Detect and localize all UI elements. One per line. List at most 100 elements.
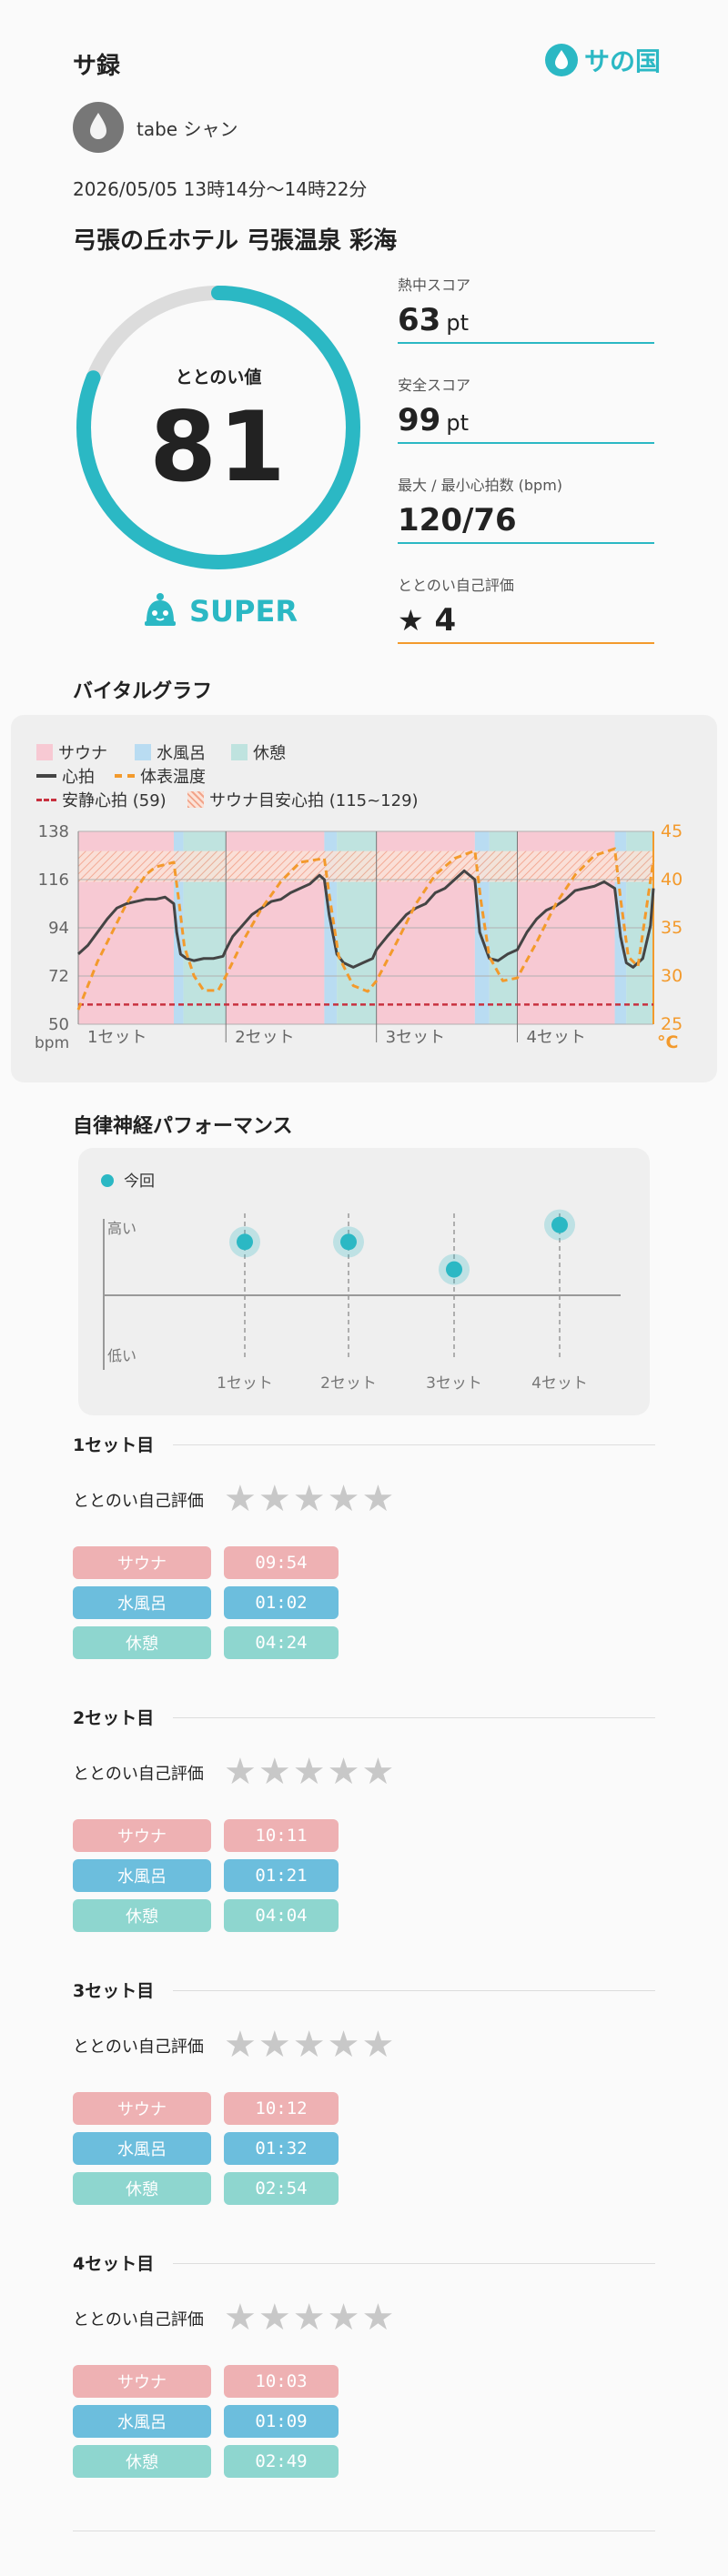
facility-name: 弓張の丘ホテル 弓張温泉 彩海 xyxy=(73,227,398,255)
set-title: 4セット目 xyxy=(73,2254,155,2274)
x-category-label: 3セット xyxy=(386,1028,445,1047)
safety-score-value: 99 pt xyxy=(398,402,654,438)
vital-graph-title: バイタルグラフ xyxy=(73,680,213,703)
self-evaluation-value: ★ 4 xyxy=(398,602,654,639)
legend-sauna-label: サウナ xyxy=(58,744,107,763)
star-icon[interactable]: ★ xyxy=(327,2024,360,2066)
phase-time: 10:11 xyxy=(224,1819,339,1852)
legend-water-label: 水風呂 xyxy=(157,744,206,763)
legend-temp-label: 体表温度 xyxy=(140,768,206,787)
target-hr-zone xyxy=(78,850,653,882)
star-icon[interactable]: ★ xyxy=(361,1751,395,1793)
phase-label: 休憩 xyxy=(73,2172,211,2205)
phase-label: サウナ xyxy=(73,1819,211,1852)
phase-label: 休憩 xyxy=(73,1899,211,1932)
y-right-tick: 30 xyxy=(661,966,682,986)
legend-hr-label: 心拍 xyxy=(62,768,95,787)
resting-swatch xyxy=(36,798,56,801)
phase-label: 休憩 xyxy=(73,1626,211,1659)
star-icon[interactable]: ★ xyxy=(224,1751,257,1793)
star-icon[interactable]: ★ xyxy=(327,1751,360,1793)
high-label: 高い xyxy=(107,1220,136,1237)
rest-swatch xyxy=(231,744,248,760)
star-icon[interactable]: ★ xyxy=(361,2024,395,2066)
heat-score-unit: pt xyxy=(446,310,469,336)
star-icon[interactable]: ★ xyxy=(258,1478,291,1520)
phase-label: 水風呂 xyxy=(73,1586,211,1619)
perf-point xyxy=(237,1233,253,1251)
x-category-label: 1セット xyxy=(217,1374,273,1393)
app-title: サ録 xyxy=(73,53,121,80)
star-icon[interactable]: ★ xyxy=(224,2024,257,2066)
star-icon[interactable]: ★ xyxy=(258,2297,291,2339)
safety-score: 安全スコア 99 pt xyxy=(398,373,654,444)
self-evaluation-number: 4 xyxy=(434,602,457,639)
x-category-label: 3セット xyxy=(426,1374,482,1393)
star-rating[interactable]: ★ ★ ★ ★ ★ xyxy=(224,2299,394,2336)
y-right-tick: 40 xyxy=(661,870,682,890)
phase-time: 01:02 xyxy=(224,1586,339,1619)
heat-score: 熱中スコア 63 pt xyxy=(398,273,654,344)
heart-rate-range: 最大 / 最小心拍数 (bpm) 120/76 xyxy=(398,473,654,544)
set-title: 3セット目 xyxy=(73,1981,155,2001)
star-rating[interactable]: ★ ★ ★ ★ ★ xyxy=(224,1754,394,1790)
legend-rest-label: 休憩 xyxy=(253,744,286,763)
rank-badge: SUPER xyxy=(142,591,298,631)
divider xyxy=(398,442,654,444)
hr-swatch xyxy=(36,774,56,778)
star-rating[interactable]: ★ ★ ★ ★ ★ xyxy=(224,1481,394,1517)
safety-score-number: 99 xyxy=(398,402,441,438)
legend-rest: 休憩 xyxy=(231,740,286,764)
divider xyxy=(173,1717,655,1718)
avatar[interactable] xyxy=(73,102,124,153)
star-icon[interactable]: ★ xyxy=(258,2024,291,2066)
legend-target: サウナ目安心拍 (115~129) xyxy=(187,788,419,811)
phase-label: サウナ xyxy=(73,2092,211,2125)
brand-logo: サの国 xyxy=(544,42,661,78)
phase-label: 水風呂 xyxy=(73,2132,211,2165)
temp-swatch xyxy=(115,774,135,778)
star-icon[interactable]: ★ xyxy=(327,2297,360,2339)
set-title: 1セット目 xyxy=(73,1435,155,1455)
phase-time: 10:03 xyxy=(224,2365,339,2398)
self-evaluation: ととのい自己評価 ★ 4 xyxy=(398,573,654,644)
star-icon[interactable]: ★ xyxy=(224,2297,257,2339)
star-icon[interactable]: ★ xyxy=(292,1478,326,1520)
divider xyxy=(398,642,654,644)
star-icon[interactable]: ★ xyxy=(224,1478,257,1520)
star-rating[interactable]: ★ ★ ★ ★ ★ xyxy=(224,2027,394,2063)
safety-score-label: 安全スコア xyxy=(398,377,471,394)
perf-point xyxy=(446,1261,462,1278)
star-icon[interactable]: ★ xyxy=(292,2024,326,2066)
logo-text: サの国 xyxy=(584,46,662,76)
x-category-label: 4セット xyxy=(531,1374,588,1393)
star-icon[interactable]: ★ xyxy=(327,1478,360,1520)
phase-time: 01:09 xyxy=(224,2405,339,2438)
legend-hr: 心拍 xyxy=(36,764,95,788)
totonoi-gauge xyxy=(76,286,360,569)
y-right-tick: 35 xyxy=(661,918,682,938)
divider xyxy=(173,1444,655,1445)
phase-time: 10:12 xyxy=(224,2092,339,2125)
heat-score-value: 63 pt xyxy=(398,302,654,338)
perf-point xyxy=(551,1216,568,1233)
star-icon[interactable]: ★ xyxy=(292,1751,326,1793)
phase-time: 04:04 xyxy=(224,1899,339,1932)
heart-rate-value: 120/76 xyxy=(398,502,517,538)
star-icon[interactable]: ★ xyxy=(361,1478,395,1520)
divider xyxy=(398,342,654,344)
username[interactable]: tabe シャン xyxy=(136,118,238,140)
x-category-label: 1セット xyxy=(87,1028,147,1047)
divider xyxy=(398,542,654,544)
self-eval-label: ととのい自己評価 xyxy=(73,2038,204,2057)
divider xyxy=(173,1990,655,1991)
star-icon[interactable]: ★ xyxy=(292,2297,326,2339)
drop-avatar-icon xyxy=(90,113,106,139)
phase-label: 休憩 xyxy=(73,2445,211,2478)
star-icon[interactable]: ★ xyxy=(258,1751,291,1793)
phase-label: 水風呂 xyxy=(73,2405,211,2438)
totonoi-value: 81 xyxy=(149,391,288,503)
divider xyxy=(173,2263,655,2264)
star-icon: ★ xyxy=(398,603,424,638)
star-icon[interactable]: ★ xyxy=(361,2297,395,2339)
